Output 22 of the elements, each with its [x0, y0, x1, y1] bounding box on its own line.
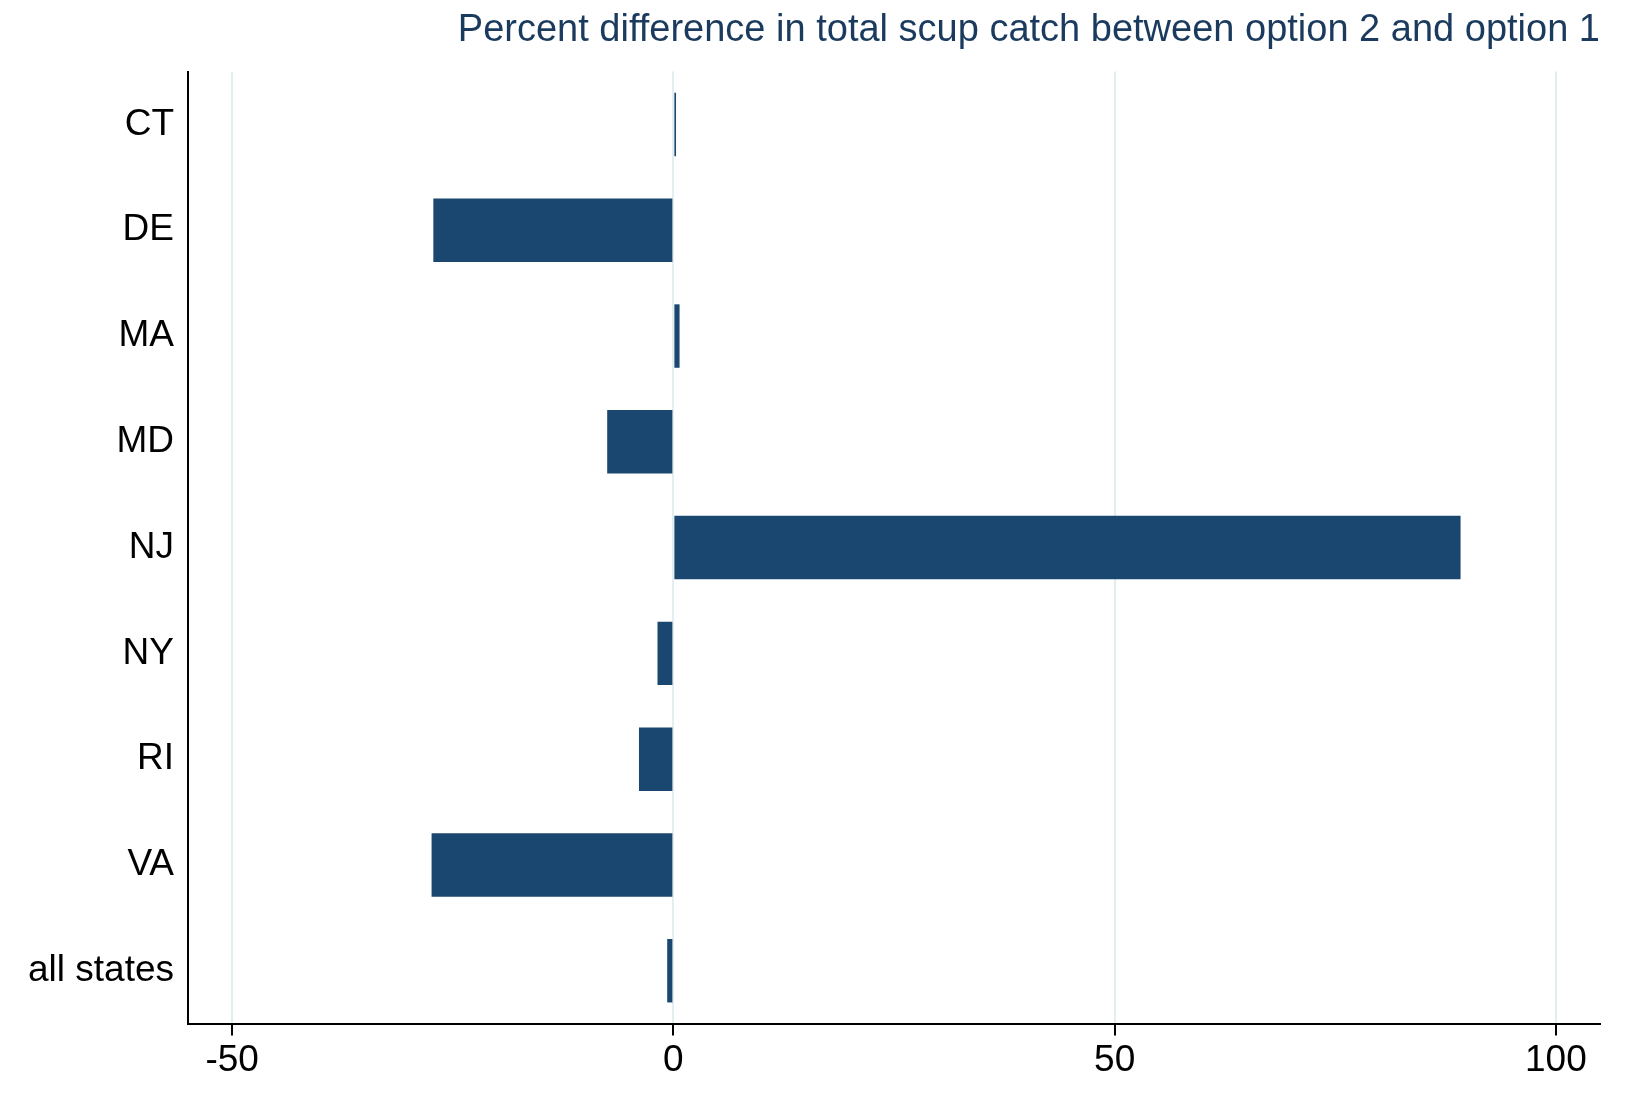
- bar: [607, 410, 673, 474]
- chart-title: Percent difference in total scup catch between option 2 and option 1: [457, 7, 1600, 50]
- y-tick-label: MD: [116, 419, 175, 461]
- bar: [674, 515, 1461, 580]
- x-tick-label: -50: [205, 1038, 259, 1079]
- y-tick-label: DE: [122, 207, 175, 249]
- y-tick-label: VA: [127, 842, 175, 884]
- x-tick-label: 0: [663, 1038, 684, 1079]
- x-tick-label: 100: [1525, 1038, 1587, 1079]
- bar: [433, 198, 673, 262]
- x-tick-label: 50: [1094, 1038, 1136, 1079]
- bar: [657, 621, 673, 686]
- y-tick-label: all states: [28, 947, 175, 989]
- bar: [667, 938, 673, 1003]
- bar: [431, 833, 673, 897]
- y-tick-label: NY: [122, 630, 175, 672]
- y-tick-label: MA: [118, 313, 175, 355]
- y-tick-label: CT: [124, 101, 175, 143]
- y-tick-label: NJ: [128, 524, 175, 566]
- bar: [674, 304, 680, 368]
- y-tick-label: RI: [137, 736, 175, 778]
- bar: [638, 727, 673, 791]
